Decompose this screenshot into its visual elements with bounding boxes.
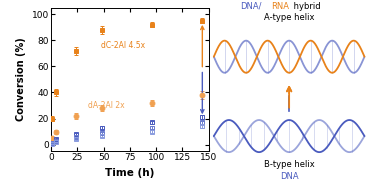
Text: hybrid: hybrid <box>291 2 320 11</box>
Text: A-type helix: A-type helix <box>264 13 314 22</box>
Text: B-type helix: B-type helix <box>264 160 314 169</box>
Text: dA-2AI 2x: dA-2AI 2x <box>88 101 124 110</box>
Text: RNA: RNA <box>272 2 290 11</box>
Text: DNA: DNA <box>280 172 298 181</box>
X-axis label: Time (h): Time (h) <box>105 168 154 178</box>
Y-axis label: Conversion (%): Conversion (%) <box>16 37 26 121</box>
Text: dC-2AI 4.5x: dC-2AI 4.5x <box>101 41 145 50</box>
Text: DNA/: DNA/ <box>240 2 261 11</box>
